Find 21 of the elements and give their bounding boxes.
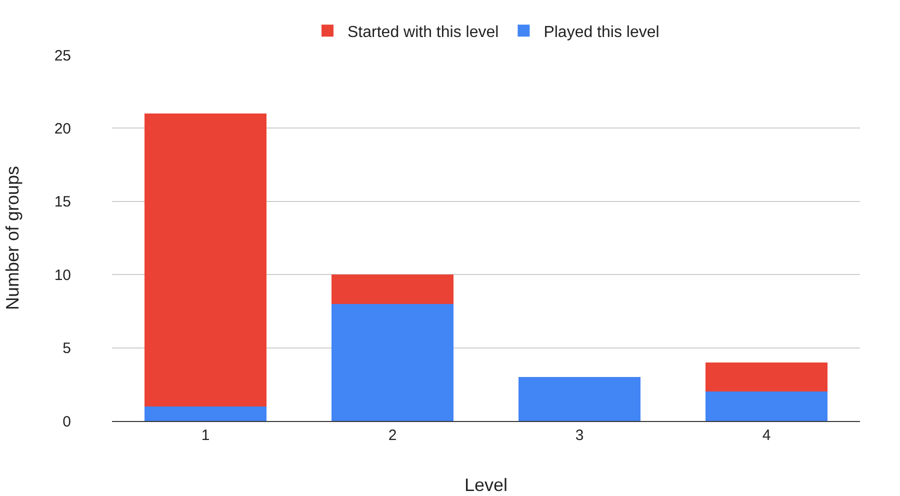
x-tick-label: 3 xyxy=(575,427,584,444)
bar xyxy=(144,114,266,406)
bar xyxy=(332,304,454,421)
bar xyxy=(706,392,828,421)
x-axis-title: Level xyxy=(464,475,508,496)
y-tick-label: 20 xyxy=(54,120,71,138)
x-tick-label: 4 xyxy=(762,427,771,444)
y-axis-title: Number of groups xyxy=(2,166,23,310)
bar xyxy=(144,406,266,421)
bar xyxy=(332,274,454,304)
legend-label: Played this level xyxy=(544,24,660,41)
x-tick-label: 1 xyxy=(201,427,210,444)
y-tick-label: 10 xyxy=(54,266,71,284)
y-tick-label: 5 xyxy=(62,340,71,358)
x-tick-label: 2 xyxy=(388,427,397,444)
y-tick-label: 25 xyxy=(54,47,71,64)
y-tick-label: 15 xyxy=(54,194,71,211)
bar xyxy=(518,377,640,421)
y-tick-label: 0 xyxy=(62,413,71,430)
legend-label: Started with this level xyxy=(348,24,499,41)
bar xyxy=(706,362,828,392)
